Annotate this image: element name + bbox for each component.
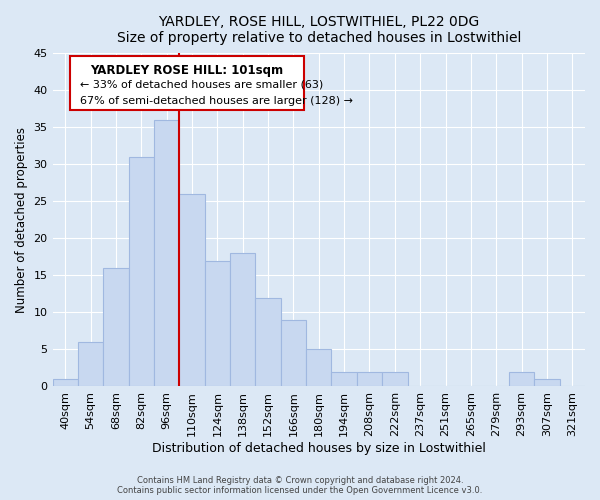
Bar (53, 379, 78, 386)
Title: YARDLEY, ROSE HILL, LOSTWITHIEL, PL22 0DG
Size of property relative to detached : YARDLEY, ROSE HILL, LOSTWITHIEL, PL22 0D… (116, 15, 521, 45)
Bar (331, 372, 357, 386)
Bar (230, 253, 256, 386)
Text: 67% of semi-detached houses are larger (128) →: 67% of semi-detached houses are larger (… (80, 96, 353, 106)
Bar (103, 268, 128, 386)
Bar (205, 260, 230, 386)
Bar (306, 350, 331, 387)
Bar (179, 194, 205, 386)
Y-axis label: Number of detached properties: Number of detached properties (15, 127, 28, 313)
Bar (154, 120, 179, 386)
Text: ← 33% of detached houses are smaller (63): ← 33% of detached houses are smaller (63… (80, 79, 323, 89)
Bar (128, 157, 154, 386)
Text: Contains HM Land Registry data © Crown copyright and database right 2024.
Contai: Contains HM Land Registry data © Crown c… (118, 476, 482, 495)
FancyBboxPatch shape (70, 56, 304, 110)
Bar (281, 320, 306, 386)
Bar (256, 298, 281, 386)
Bar (382, 372, 407, 386)
Bar (534, 379, 560, 386)
X-axis label: Distribution of detached houses by size in Lostwithiel: Distribution of detached houses by size … (152, 442, 486, 455)
Bar (509, 372, 534, 386)
Text: YARDLEY ROSE HILL: 101sqm: YARDLEY ROSE HILL: 101sqm (91, 64, 283, 78)
Bar (78, 342, 103, 386)
Bar (357, 372, 382, 386)
